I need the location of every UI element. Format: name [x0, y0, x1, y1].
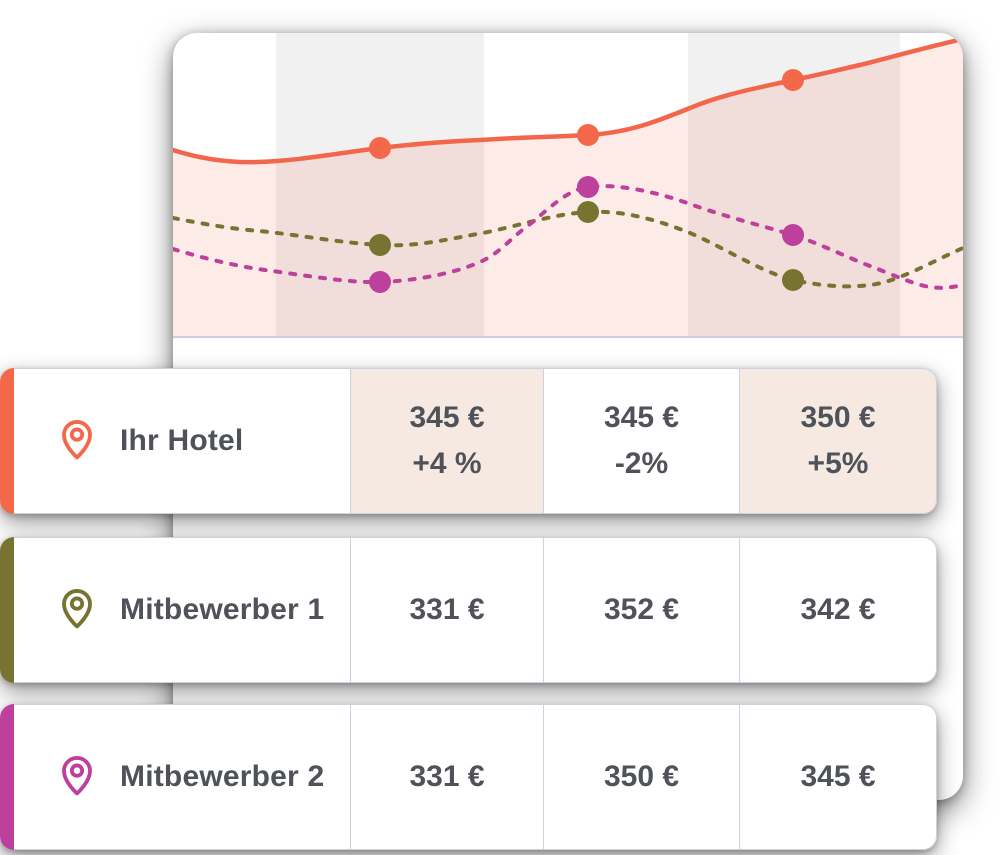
your-hotel-data-point-dot [577, 124, 599, 146]
price-chart-svg [173, 33, 963, 336]
competitor1-data-point-dot [782, 269, 804, 291]
price-value: 350 € [800, 401, 876, 434]
price-cell: 345 € +4 % [350, 368, 543, 514]
row-label: Mitbewerber 2 [120, 760, 325, 793]
row-accent-bar [0, 368, 14, 514]
price-value: 331 € [409, 593, 485, 626]
competitor2-data-point-dot [782, 224, 804, 246]
price-value: 350 € [603, 760, 680, 793]
competitor1-data-point-dot [369, 234, 391, 256]
price-change: -2% [614, 447, 669, 480]
price-cell: 350 € +5% [739, 368, 937, 514]
row-label: Mitbewerber 1 [120, 593, 325, 626]
price-change: +4 % [412, 447, 482, 480]
competitor2-series-line [173, 184, 963, 290]
price-value: 331 € [409, 760, 485, 793]
price-cell: 345 € [739, 704, 937, 850]
your-hotel-data-point-dot [782, 69, 804, 91]
location-pin-icon [54, 750, 100, 805]
price-cell: 342 € [739, 537, 937, 683]
your-hotel-area-fill [173, 39, 963, 336]
price-chart [173, 33, 963, 338]
price-cell: 331 € [350, 704, 543, 850]
location-pin-icon [54, 583, 100, 638]
row-label: Ihr Hotel [120, 424, 244, 457]
price-change: +5% [807, 447, 869, 480]
price-value: 345 € [409, 401, 485, 434]
competitor2-data-point-dot [577, 176, 599, 198]
row-label-cell: Mitbewerber 1 [14, 537, 350, 683]
table-row-competitor-2: Mitbewerber 2 331 € 350 € 345 € [0, 704, 937, 850]
table-row-your-hotel: Ihr Hotel 345 € +4 % 345 € -2% 350 € +5% [0, 368, 937, 514]
price-value: 342 € [800, 593, 876, 626]
price-cell: 350 € [543, 704, 739, 850]
competitor2-data-point-dot [369, 271, 391, 293]
price-cell: 352 € [543, 537, 739, 683]
row-label-cell: Ihr Hotel [14, 368, 350, 514]
location-pin-icon [54, 414, 100, 469]
price-value: 345 € [800, 760, 876, 793]
price-cell: 331 € [350, 537, 543, 683]
your-hotel-data-point-dot [369, 137, 391, 159]
competitor1-data-point-dot [577, 201, 599, 223]
price-cell: 345 € -2% [543, 368, 739, 514]
row-label-cell: Mitbewerber 2 [14, 704, 350, 850]
row-accent-bar [0, 537, 14, 683]
price-value: 345 € [603, 401, 680, 434]
price-value: 352 € [603, 593, 680, 626]
table-row-competitor-1: Mitbewerber 1 331 € 352 € 342 € [0, 537, 937, 683]
row-accent-bar [0, 704, 14, 850]
